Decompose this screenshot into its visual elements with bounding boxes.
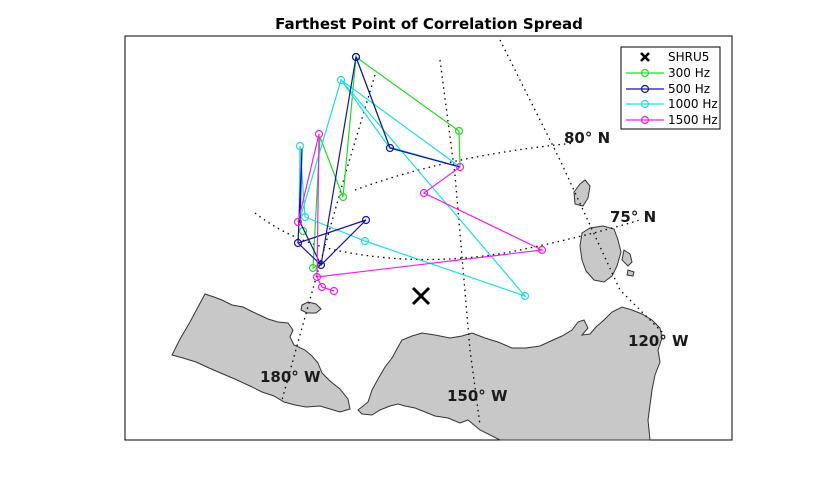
legend-item-500hz: 500 Hz: [626, 82, 710, 96]
point-1500hz-5: [537, 245, 547, 255]
landmass-prince-patrick-island: [573, 179, 591, 207]
legend-marker-500hz: [640, 84, 650, 94]
point-1000hz-3: [300, 212, 310, 222]
label-lon-150w: 150° W: [447, 387, 508, 405]
point-1000hz-4: [360, 236, 370, 246]
legend-label-300hz: 300 Hz: [668, 66, 710, 80]
point-1000hz-2: [295, 141, 305, 151]
parallel-75n: [254, 212, 641, 261]
legend-label-1000hz: 1000 Hz: [668, 97, 718, 111]
legend-x-marker: [640, 52, 650, 62]
legend-label-500hz: 500 Hz: [668, 82, 710, 96]
meridian-150w: [439, 59, 481, 426]
landmass-alaska: [357, 306, 663, 441]
point-300hz-3: [338, 192, 348, 202]
landmass-small-island: [621, 249, 633, 267]
legend-box: [620, 46, 721, 130]
legend-item-1500hz: 1500 Hz: [626, 113, 718, 127]
legend-item-1000hz: 1000 Hz: [626, 97, 718, 111]
landmass-chukotka: [171, 293, 351, 413]
point-1000hz-1: [336, 75, 346, 85]
legend-marker-1500hz: [640, 115, 650, 125]
landmass-banks-island: [579, 225, 622, 283]
meridian-120w: [499, 39, 666, 336]
legend-marker-1000hz: [640, 99, 650, 109]
map-title: Farthest Point of Correlation Spread: [275, 15, 583, 33]
point-1500hz-4: [419, 188, 429, 198]
series-1500hz: [293, 129, 547, 296]
legend-item-shru5: SHRU5: [640, 50, 709, 64]
point-1500hz-6: [312, 272, 322, 282]
legend-label-shru5: SHRU5: [668, 50, 709, 64]
label-lon-120w: 120° W: [628, 332, 689, 350]
point-500hz-4: [293, 238, 303, 248]
point-300hz-5: [308, 263, 318, 273]
label-lon-180w: 180° W: [260, 368, 321, 386]
point-1500hz-8: [329, 286, 339, 296]
legend-label-1500hz: 1500 Hz: [668, 113, 718, 127]
land-masses: [171, 179, 663, 441]
point-500hz-1: [351, 52, 361, 62]
point-1000hz-5: [520, 291, 530, 301]
point-1500hz-2: [293, 217, 303, 227]
point-1500hz-1: [314, 129, 324, 139]
point-300hz-2: [454, 126, 464, 136]
label-lat-75n: 75° N: [610, 208, 656, 226]
legend-marker-300hz: [640, 68, 650, 78]
label-lat-80n: 80° N: [564, 129, 610, 147]
landmass-small-island-2: [626, 269, 635, 277]
track-1500hz: [297, 133, 545, 292]
point-500hz-2: [385, 143, 395, 153]
point-1500hz-3: [455, 162, 465, 172]
legend-item-300hz: 300 Hz: [626, 66, 710, 80]
frequency-tracks: [293, 52, 547, 301]
legend: SHRU5 300 Hz 500 Hz 1000 Hz 1500 Hz: [620, 46, 721, 130]
point-1500hz-7: [317, 282, 327, 292]
point-500hz-3: [361, 215, 371, 225]
shru5-marker: [411, 286, 431, 306]
